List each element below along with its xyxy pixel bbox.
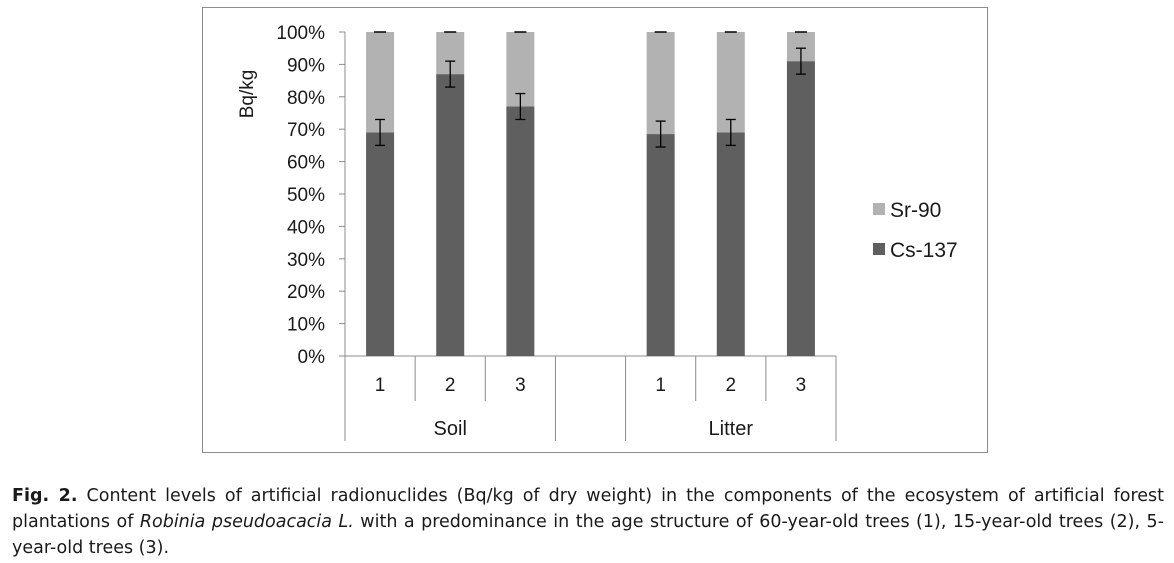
y-tick-label: 0%: [298, 347, 326, 368]
caption-text-part-1: Content levels of artificial radionuclid…: [12, 486, 1164, 532]
x-tick-label: 2: [445, 375, 456, 396]
y-tick-label: 60%: [287, 153, 325, 174]
y-tick-label: 10%: [287, 315, 325, 336]
bar-sr-90: [366, 32, 395, 133]
bar-cs-137: [506, 106, 535, 357]
chart-frame: [202, 7, 988, 453]
legend-label: Cs-137: [890, 239, 958, 262]
x-tick-label: 3: [796, 375, 807, 396]
y-tick-label: 40%: [287, 217, 325, 238]
caption-fig-label: Fig. 2.: [12, 486, 78, 506]
x-group-label: Litter: [709, 418, 754, 440]
legend-label: Sr-90: [890, 199, 941, 222]
bar-cs-137: [716, 132, 745, 356]
caption-species: Robinia pseudoacacia L.: [139, 512, 354, 532]
legend-swatch: [873, 243, 885, 255]
y-axis-title: Bq/kg: [237, 70, 258, 119]
figure-caption: Fig. 2. Content levels of artificial rad…: [12, 483, 1164, 561]
bar-cs-137: [366, 132, 395, 356]
y-tick-label: 30%: [287, 250, 325, 271]
x-tick-label: 1: [375, 375, 386, 396]
x-tick-label: 2: [725, 375, 736, 396]
y-tick-label: 90%: [287, 55, 325, 76]
y-tick-label: 20%: [287, 282, 325, 303]
stacked-bar-chart: 0% 10% 20% 30% 40% 50% 60% 70% 80% 90% 100% Bq/kg 1 2…: [237, 23, 958, 441]
y-tick-label: 70%: [287, 120, 325, 141]
x-tick-label: 3: [515, 375, 526, 396]
x-group-label: Soil: [434, 418, 467, 440]
caption-text-part-2: with a predominance in the age structure…: [12, 512, 1164, 558]
bar-sr-90: [646, 32, 675, 135]
legend-swatch: [873, 203, 885, 215]
y-tick-label: 100%: [276, 23, 325, 44]
bar-cs-137: [786, 61, 815, 356]
x-tick-label: 1: [655, 375, 666, 396]
bar-cs-137: [646, 134, 675, 356]
bar-cs-137: [436, 74, 465, 357]
bar-sr-90: [716, 32, 745, 133]
y-tick-label: 80%: [287, 88, 325, 109]
y-tick-label: 50%: [287, 185, 325, 206]
